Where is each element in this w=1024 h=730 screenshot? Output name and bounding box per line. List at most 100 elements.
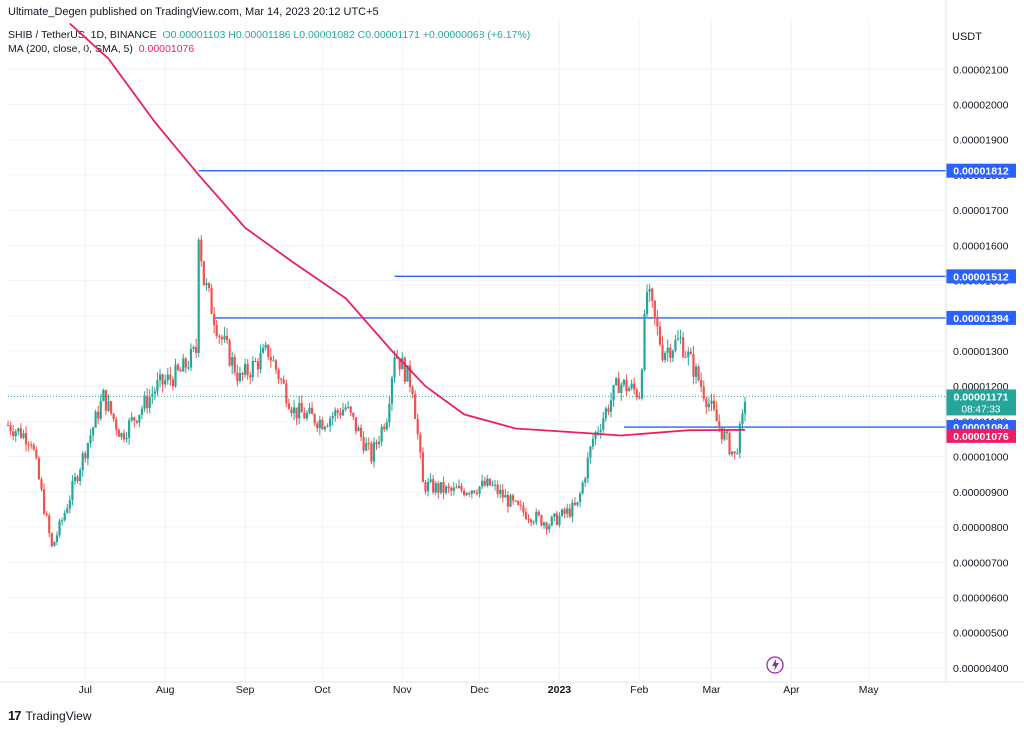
candle-body [630,383,633,389]
candle-body [318,419,321,429]
candle-body [9,425,12,432]
candle-body [622,379,625,385]
candle-body [723,431,726,440]
candle-body [349,406,352,413]
flash-icon[interactable] [766,656,784,674]
candle-body [192,347,195,349]
candle-body [586,457,589,479]
candle-body [455,487,458,489]
tradingview-logo-icon[interactable]: 17 [8,708,22,723]
candle-body [617,378,620,394]
candle-body [200,239,203,262]
candle-body [12,431,15,437]
candle-body [45,513,48,516]
candle-body [710,400,713,404]
candle-body [233,357,236,373]
candle-body [488,478,491,486]
candle-body [694,366,698,377]
candle-body [310,407,314,415]
ma-line[interactable] [69,22,746,437]
candle-body [158,374,162,381]
candle-body [470,490,473,494]
x-tick-label: Apr [783,684,800,696]
candle-body [27,444,30,446]
candle-body [187,367,190,369]
candle-body [272,360,275,362]
candle-body [287,403,290,410]
candle-body [50,533,53,547]
candle-body [184,358,187,368]
y-tick-label: 0.00002000 [953,100,1009,112]
ma-tag-label: 0.00001076 [953,431,1009,443]
candle-body [712,400,716,410]
candle-body [241,372,244,375]
candle-body [411,387,414,395]
candle-body [519,504,522,506]
candle-body [416,418,419,435]
candle-body [135,420,138,423]
candle-body [530,519,533,523]
candle-body [246,364,249,376]
candle-body [738,424,741,454]
candle-body [213,313,216,325]
candle-body [707,403,711,408]
y-tick-label: 0.00000600 [953,592,1009,604]
publish-header: Ultimate_Degen published on TradingView.… [8,6,379,18]
candle-body [231,357,234,366]
candle-body [153,391,156,395]
candle-body [290,409,293,414]
candle-body [720,427,723,440]
candle-body [249,375,252,378]
candle-body [509,495,512,507]
candle-body [63,512,66,521]
candle-body [128,420,131,438]
candle-body [424,482,427,492]
candle-body [174,364,177,387]
candle-body [166,374,169,381]
candle-body [473,490,476,493]
candle-body [339,412,342,416]
candle-body [140,408,144,415]
candle-body [295,407,298,419]
candle-body [68,500,71,509]
moving-average-line [69,22,746,437]
candle-body [122,433,126,440]
candle-body [138,414,141,423]
candle-body [164,380,167,385]
candle-body [429,479,432,482]
candle-body [684,356,687,358]
candle-body [468,493,471,495]
candle-body [578,493,582,503]
candle-body [432,479,435,493]
candle-body [705,398,708,408]
x-tick-label: Feb [630,684,648,696]
candle-body [197,239,200,353]
candle-body [277,369,280,380]
candle-body [679,337,682,339]
candle-body [653,300,656,317]
candle-body [285,383,288,404]
candle-body [66,508,69,513]
candle-body [24,433,28,445]
candle-body [225,335,229,341]
candle-body [282,379,285,384]
candle-body [125,437,128,440]
candle-body [511,495,515,501]
candle-body [6,424,10,426]
candle-body [540,515,543,526]
candle-body [550,516,553,526]
candle-body [406,365,409,382]
candle-body [589,446,592,458]
candle-body [375,442,378,445]
candle-body [506,495,510,507]
candle-body [81,453,84,471]
candle-body [352,412,355,418]
ma-tag [946,428,1016,443]
candle-body [326,425,329,427]
footer-brand[interactable]: TradingView [25,708,92,723]
candle-body [107,401,110,411]
candle-body [143,395,146,409]
candle-body [643,314,646,370]
candle-body [542,522,546,526]
